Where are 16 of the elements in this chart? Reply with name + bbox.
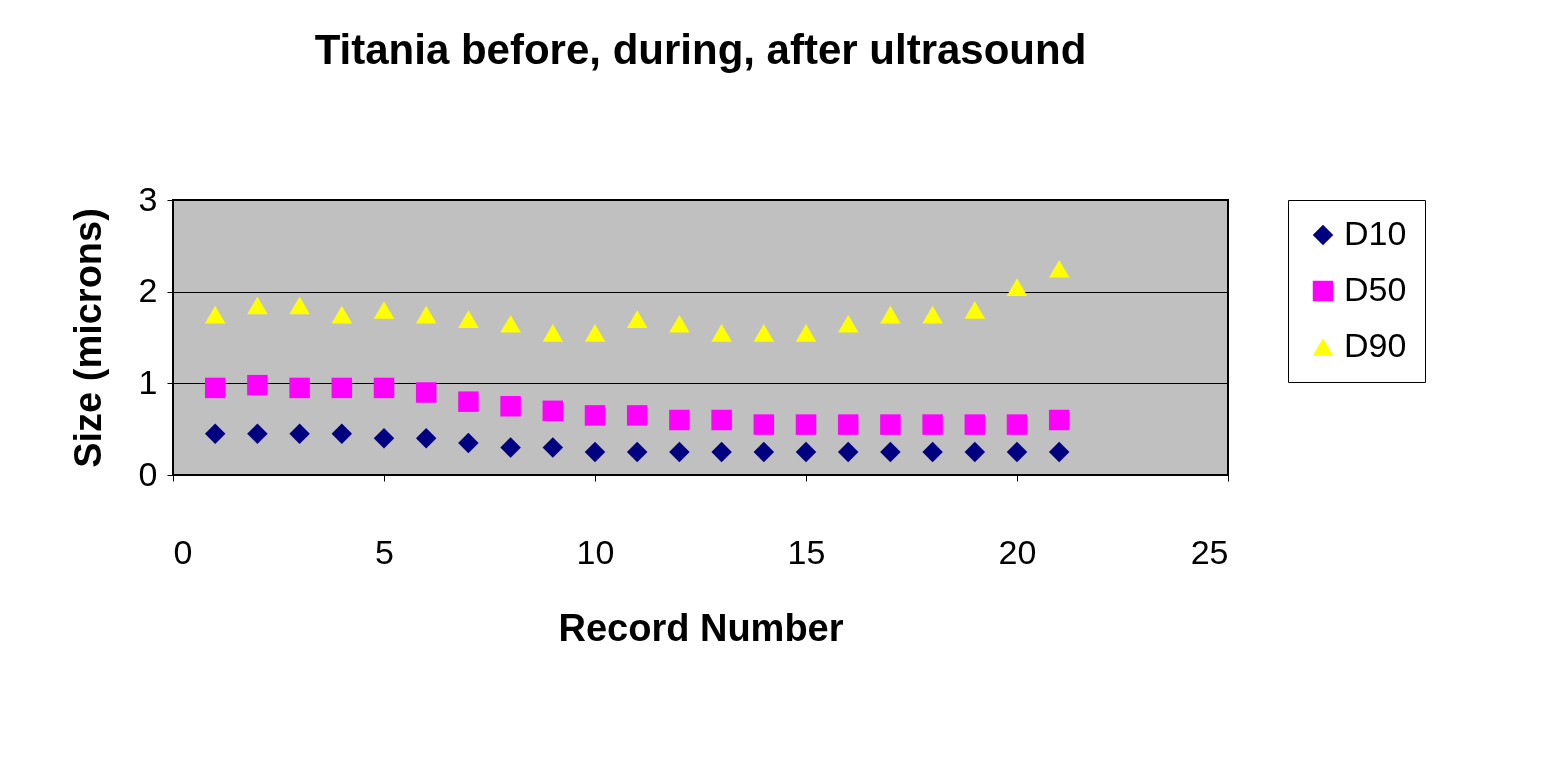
y-tick-label: 0	[138, 454, 158, 493]
chart-title: Titania before, during, after ultrasound	[314, 26, 1087, 73]
x-tick-label: 0	[173, 532, 193, 571]
y-tick-label: 3	[138, 179, 158, 218]
x-tick-label: 10	[576, 532, 615, 571]
y-tick-label: 1	[138, 362, 158, 401]
y-tick-label: 2	[138, 271, 158, 310]
x-tick-label: 5	[375, 532, 394, 571]
legend-label: D50	[1344, 270, 1407, 308]
x-tick-label: 15	[787, 532, 826, 571]
x-axis-title: Record Number	[558, 606, 844, 649]
x-tick-label: 25	[1190, 532, 1229, 571]
legend-label: D10	[1344, 214, 1407, 252]
x-tick-label: 20	[998, 532, 1037, 571]
y-axis-title: Size (microns)	[66, 208, 109, 468]
legend-label: D90	[1344, 326, 1407, 364]
